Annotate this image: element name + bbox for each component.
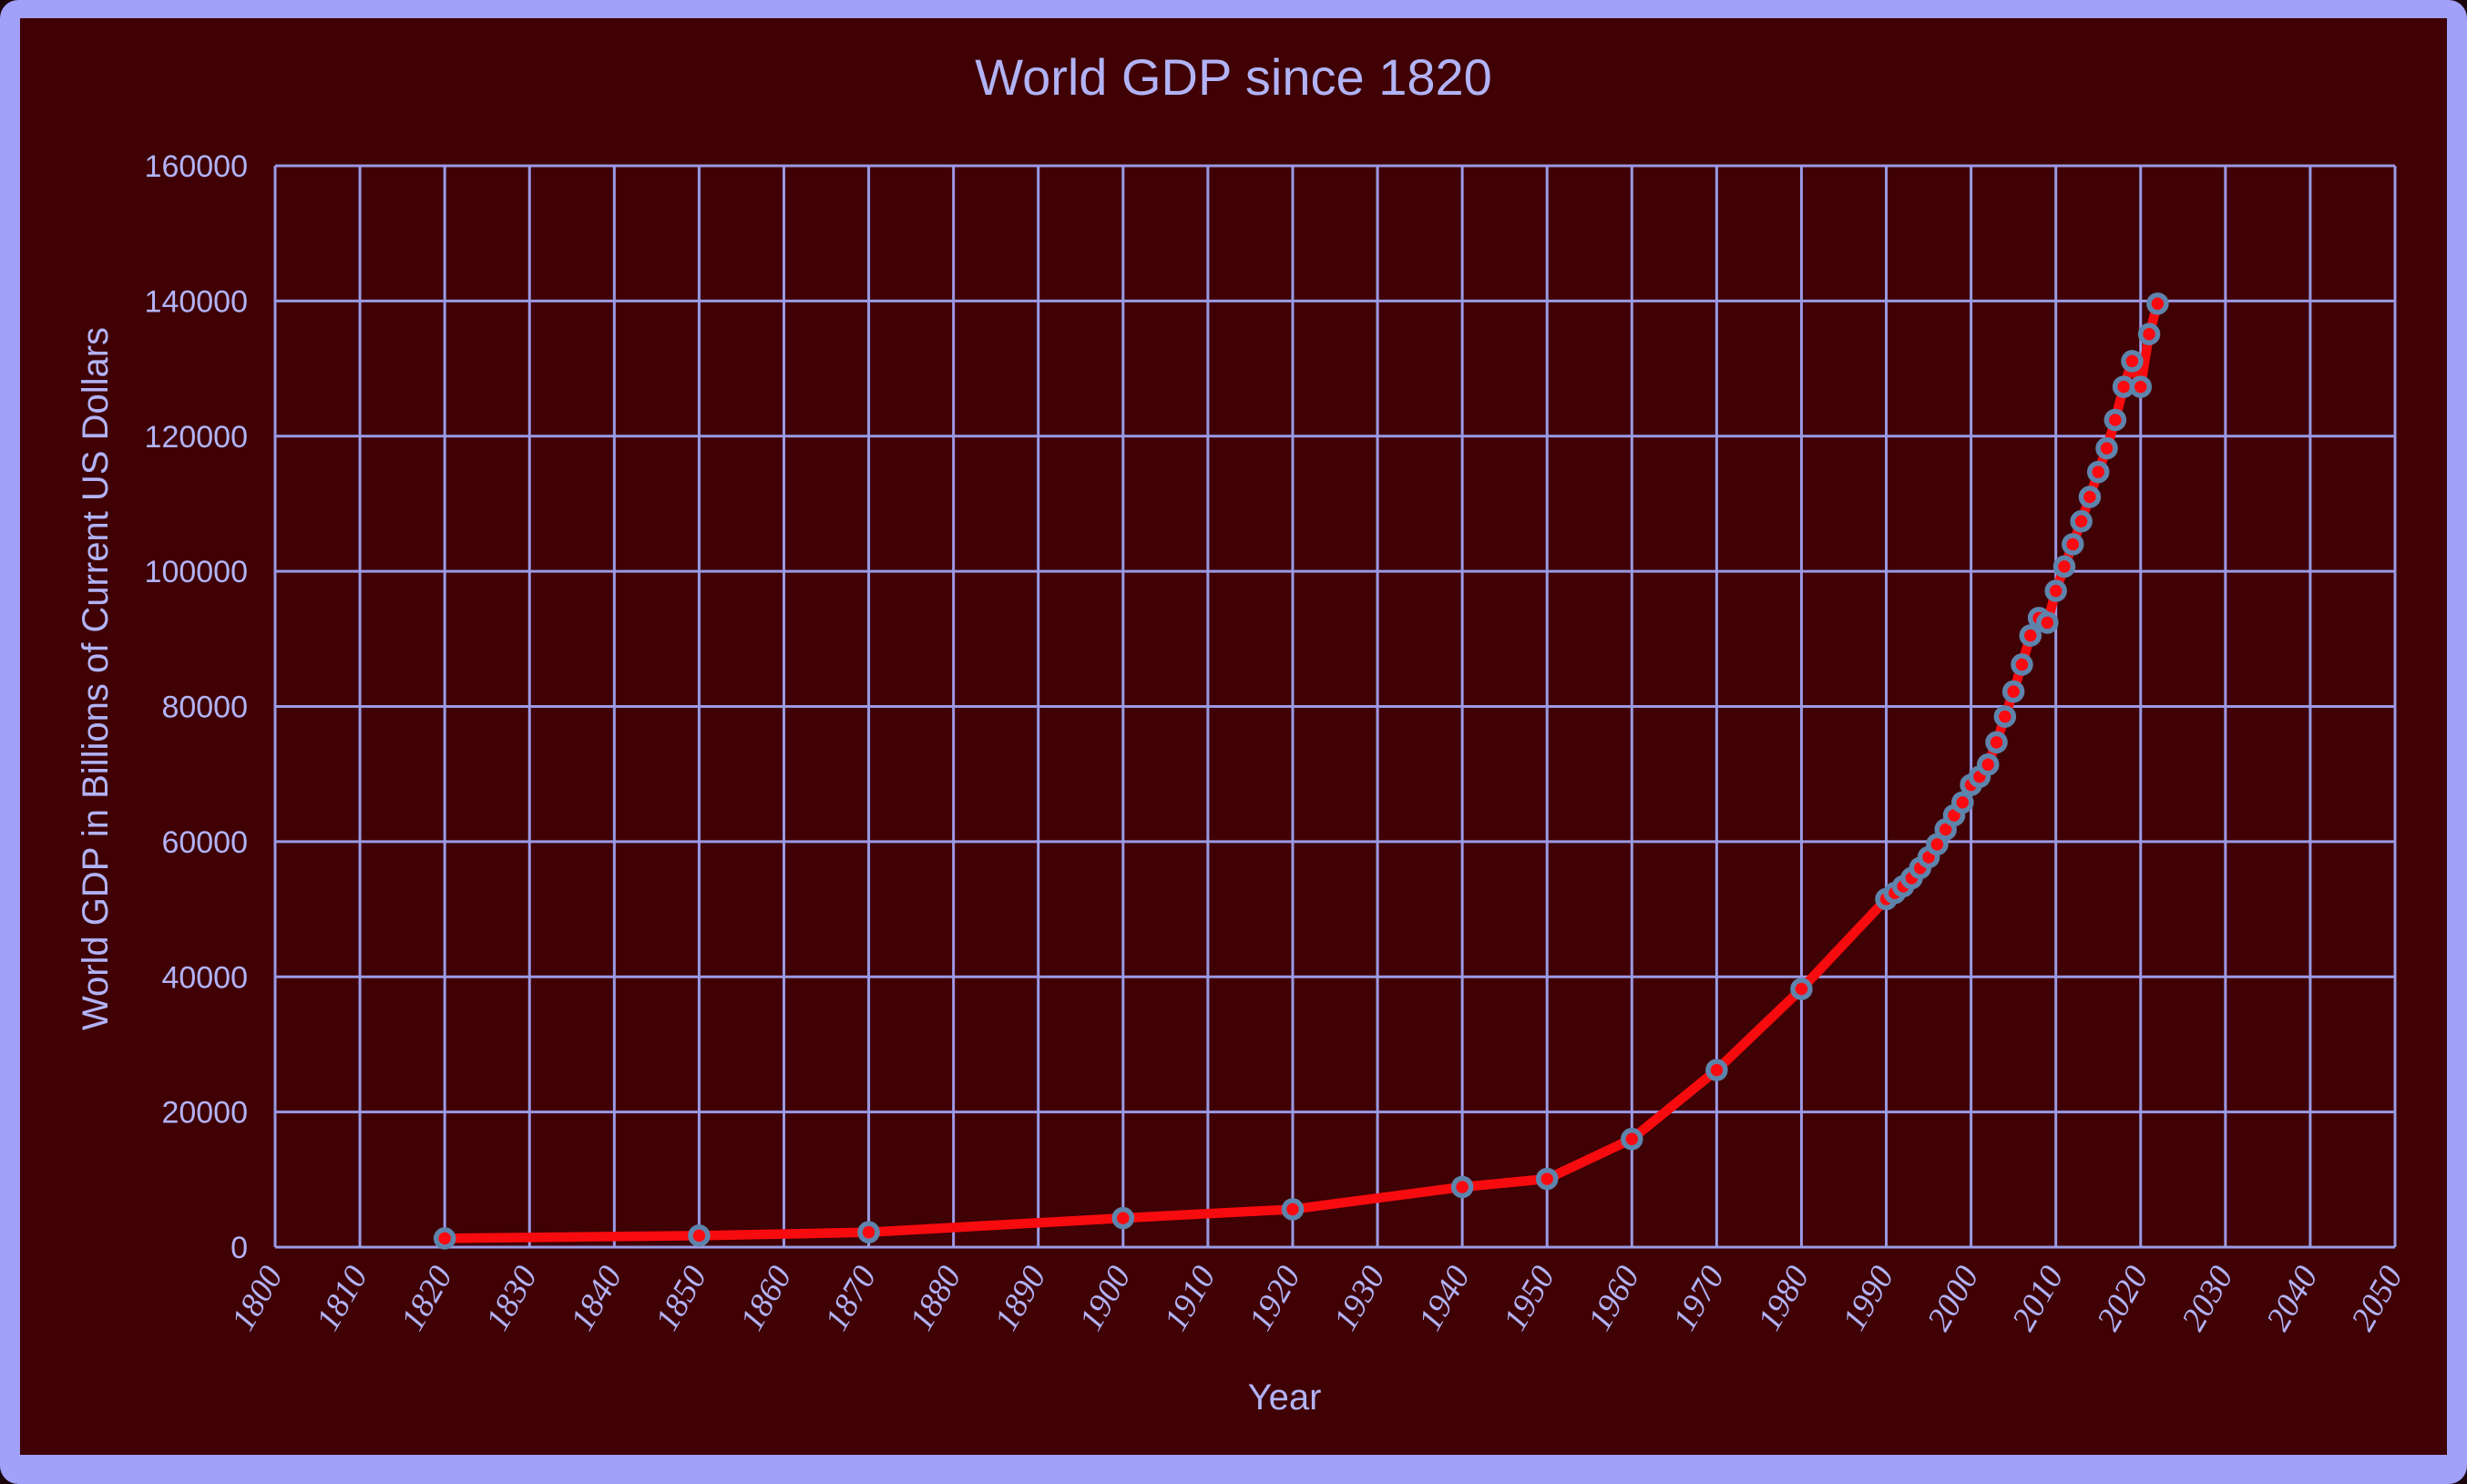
data-point-1940 xyxy=(1450,1175,1474,1199)
y-tick-label-160000: 160000 xyxy=(145,149,248,184)
data-point-2006 xyxy=(2011,653,2033,676)
grid xyxy=(273,164,2397,1249)
data-point-1920 xyxy=(1281,1198,1305,1221)
data-point-2004 xyxy=(1993,705,2017,728)
data-point-1960 xyxy=(1621,1128,1643,1151)
data-point-2021 xyxy=(2137,322,2161,345)
axis-tick-labels: 1800 1810 1820 1830 1840 1850 1860 1870 1880 1890… xyxy=(145,149,2411,1337)
y-axis-title: World GDP in Billions of Current US Doll… xyxy=(76,327,116,1030)
data-point-2012 xyxy=(2062,533,2084,556)
data-point-1950 xyxy=(1535,1167,1559,1191)
data-point-1850 xyxy=(688,1224,711,1247)
y-tick-label-40000: 40000 xyxy=(161,960,248,995)
data-point-2017 xyxy=(2104,408,2127,432)
data-point-2010 xyxy=(2044,579,2067,602)
data-point-2015 xyxy=(2086,460,2110,484)
chart-background xyxy=(20,18,2447,1455)
y-tick-label-120000: 120000 xyxy=(145,420,248,455)
data-point-2005 xyxy=(2001,680,2025,703)
y-tick-label-100000: 100000 xyxy=(145,555,248,589)
data-point-2013 xyxy=(2070,509,2093,533)
data-point-2016 xyxy=(2095,436,2118,460)
data-point-2011 xyxy=(2052,555,2076,578)
y-tick-label-80000: 80000 xyxy=(161,691,248,725)
data-point-2009 xyxy=(2036,611,2059,634)
data-point-2022 xyxy=(2146,292,2169,315)
data-point-2020 xyxy=(2129,375,2153,398)
data-point-1870 xyxy=(857,1221,880,1243)
data-point-2003 xyxy=(1985,731,2008,754)
y-tick-label-0: 0 xyxy=(230,1231,248,1265)
data-point-1980 xyxy=(1790,977,1813,1000)
data-point-2007 xyxy=(2019,624,2042,647)
data-point-2002 xyxy=(1976,753,2000,776)
data-point-2019 xyxy=(2121,350,2144,373)
y-tick-label-60000: 60000 xyxy=(161,825,248,860)
data-point-1820 xyxy=(433,1227,456,1250)
data-point-1970 xyxy=(1705,1059,1728,1081)
y-tick-label-140000: 140000 xyxy=(145,284,248,319)
data-point-1900 xyxy=(1111,1206,1135,1230)
y-tick-label-20000: 20000 xyxy=(161,1096,248,1131)
data-point-2014 xyxy=(2078,486,2102,508)
data-point-1999 xyxy=(1951,791,1974,814)
x-axis-title: Year xyxy=(1248,1377,1322,1417)
chart-title: World GDP since 1820 xyxy=(975,48,1492,106)
gdp-series xyxy=(433,292,2169,1250)
